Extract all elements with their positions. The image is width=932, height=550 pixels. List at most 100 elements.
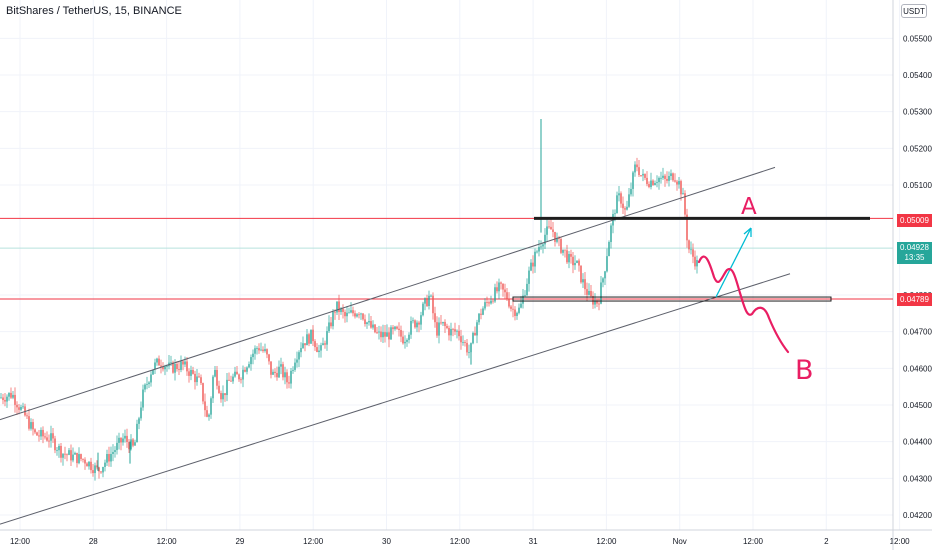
candle-body <box>320 345 322 351</box>
candle-body <box>88 461 90 467</box>
currency-button[interactable]: USDT <box>901 4 927 18</box>
candle-body <box>178 369 180 370</box>
candle-body <box>380 331 382 338</box>
candle-body <box>492 300 494 302</box>
candle-body <box>284 372 286 378</box>
y-tick-label: 0.04600 <box>903 364 932 373</box>
candle-body <box>114 450 116 452</box>
candle-body <box>220 393 222 400</box>
candle-body <box>642 173 644 176</box>
candle-body <box>398 328 400 330</box>
candle-body <box>338 301 340 313</box>
candle-body <box>334 311 336 313</box>
candle-body <box>368 321 370 323</box>
candle-body <box>468 352 470 354</box>
candle-body <box>632 172 634 189</box>
candle-body <box>504 289 506 293</box>
candle-body <box>50 433 52 441</box>
candle-body <box>92 470 94 474</box>
candle-body <box>574 262 576 266</box>
candle-body <box>476 322 478 336</box>
y-tick-label: 0.05500 <box>903 34 932 43</box>
candle-body <box>514 309 516 316</box>
candle-body <box>658 177 660 183</box>
channel-upper-line <box>0 166 776 421</box>
candle-body <box>194 373 196 383</box>
candle-body <box>120 437 122 443</box>
candle-body <box>378 331 380 333</box>
candle-body <box>268 354 270 362</box>
candle-body <box>384 332 386 337</box>
candle-body <box>680 181 682 195</box>
candle-body <box>694 256 696 267</box>
candle-body <box>192 369 194 374</box>
candle-body <box>286 372 288 383</box>
candle-body <box>610 225 612 243</box>
candle-body <box>108 454 110 462</box>
candle-body <box>306 334 308 346</box>
x-tick-label: 12:00 <box>303 537 324 546</box>
candle-body <box>438 322 440 336</box>
candle-body <box>200 377 202 384</box>
candle-body <box>122 438 124 443</box>
candle-body <box>326 331 328 345</box>
candle-body <box>276 372 278 378</box>
candle-body <box>480 313 482 315</box>
candle-body <box>302 343 304 349</box>
candle-body <box>622 203 624 209</box>
candle-body <box>524 295 526 296</box>
candle-body <box>154 362 156 370</box>
candle-body <box>288 382 290 384</box>
candle-body <box>298 352 300 360</box>
x-tick-label: Nov <box>673 537 687 546</box>
candle-body <box>602 278 604 283</box>
candle-body <box>124 435 126 439</box>
candle-body <box>106 454 108 463</box>
candle-body <box>60 445 62 458</box>
y-tick-label: 0.05200 <box>903 144 932 153</box>
candle-body <box>208 414 210 417</box>
candle-body <box>68 450 70 455</box>
candle-body <box>678 181 680 185</box>
candle-body <box>672 173 674 181</box>
candle-body <box>180 361 182 370</box>
candle-body <box>560 238 562 253</box>
candle-body <box>564 249 566 251</box>
candle-body <box>628 194 630 207</box>
candle-body <box>654 183 656 185</box>
candle-body <box>282 364 284 378</box>
candle-body <box>234 371 236 377</box>
candle-body <box>110 453 112 462</box>
candle-body <box>358 314 360 316</box>
candle-body <box>666 178 668 181</box>
candle-body <box>86 463 88 467</box>
candle-body <box>406 339 408 342</box>
candle-body <box>224 393 226 396</box>
candle-body <box>676 181 678 185</box>
candle-body <box>420 315 422 325</box>
candle-body <box>544 234 546 245</box>
candle-body <box>500 282 502 284</box>
candle-body <box>518 307 520 313</box>
x-tick-label: 12:00 <box>10 537 31 546</box>
candle-body <box>146 384 148 385</box>
candle-body <box>236 371 238 375</box>
candle-body <box>316 347 318 353</box>
x-tick-label: 12:00 <box>450 537 471 546</box>
candle-body <box>460 336 462 343</box>
candle-body <box>90 461 92 471</box>
candle-body <box>232 376 234 382</box>
candle-body <box>538 247 540 252</box>
candle-body <box>310 329 312 344</box>
candle-body <box>562 249 564 253</box>
candle-body <box>446 326 448 329</box>
candle-body <box>586 289 588 295</box>
candle-body <box>312 329 314 342</box>
price-tag-current: 0.04928 13:35 <box>897 242 932 264</box>
candle-body <box>248 364 250 368</box>
candle-body <box>424 298 426 304</box>
candle-body <box>296 359 298 363</box>
x-tick-label: 12:00 <box>890 537 911 546</box>
